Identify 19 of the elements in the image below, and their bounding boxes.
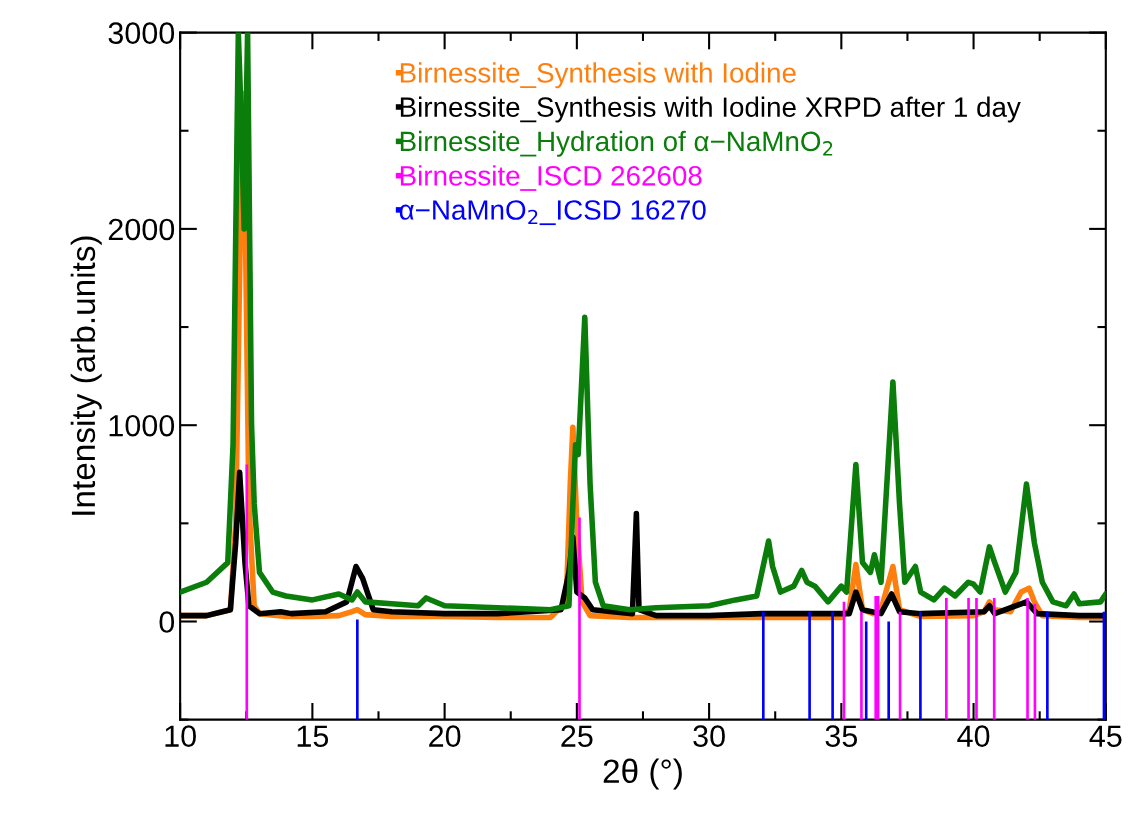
x-tick-label: 25 <box>561 725 593 747</box>
legend-label: Birnessite_ISCD 262608 <box>400 165 702 191</box>
x-axis-title: 2θ (°) <box>603 758 682 790</box>
x-tick-label: 20 <box>429 725 461 747</box>
x-tick-label: 40 <box>957 725 990 747</box>
legend-label: α−NaMnO$_{2}$_ICSD 16270 <box>399 200 706 226</box>
legend-label: Birnessite_Synthesis with Iodine <box>400 62 796 89</box>
y-tick-label: 3000 <box>108 22 175 44</box>
y-tick-label: 2000 <box>108 218 175 241</box>
y-tick-label: 1000 <box>109 414 175 437</box>
x-tick-label: 15 <box>297 725 329 747</box>
x-tick-label: 30 <box>693 725 725 747</box>
y-tick-label: 0 <box>159 611 175 633</box>
legend-label: Birnessite_Hydration of α−NaMnO$_{2}$ <box>400 130 833 157</box>
x-tick-label: 35 <box>825 725 858 747</box>
y-axis-title: Intensity (arb.units) <box>70 236 102 515</box>
x-tick-label: 10 <box>165 725 196 747</box>
legend-label: Birnessite_Synthesis with Iodine XRPD after 1 day <box>400 96 1021 123</box>
x-tick-label: 45 <box>1089 725 1122 747</box>
